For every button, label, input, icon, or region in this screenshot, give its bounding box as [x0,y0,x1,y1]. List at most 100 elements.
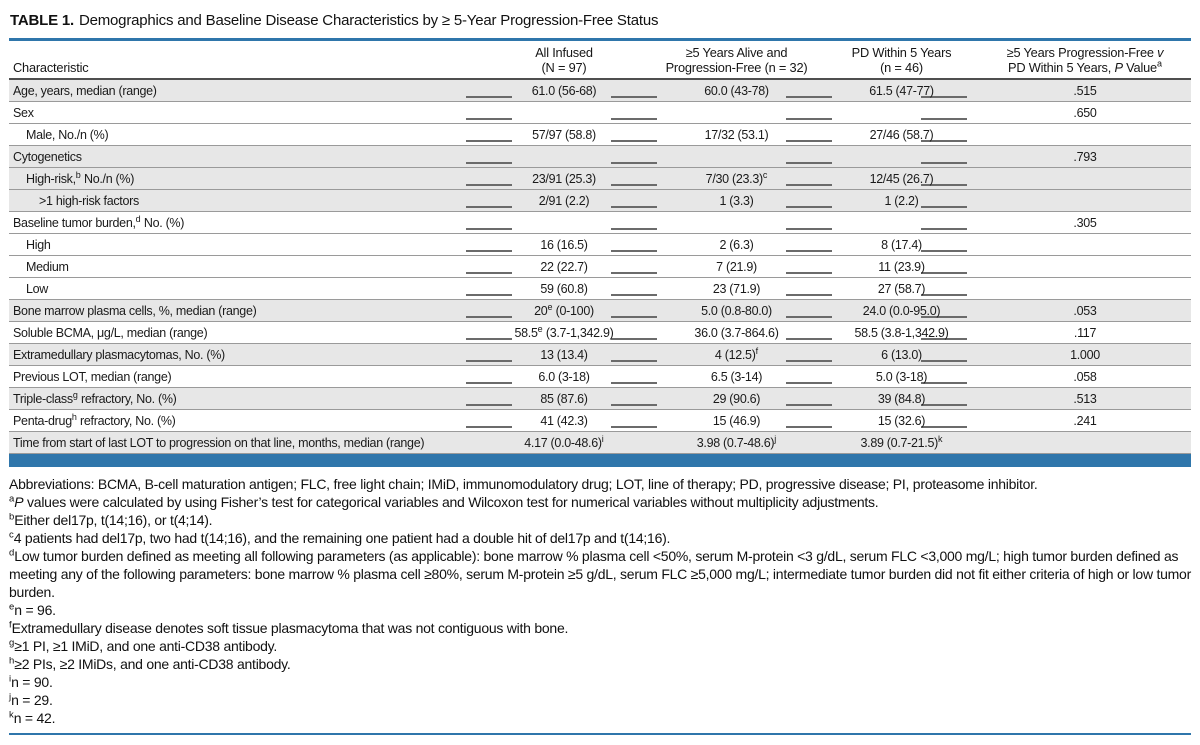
cell-value: .515 [1073,83,1097,98]
table-row: High 16 (16.5) 2 (6.3) 8 (17.4) [9,234,1191,256]
cell-value: .650 [1073,105,1097,120]
cell-value: 61.0 (56-68) [531,83,597,98]
table-row: Previous LOT, median (range) 6.0 (3-18) 6.… [9,366,1191,388]
table-row: Soluble BCMA, μg/L, median (range) 58.5e … [9,322,1191,344]
cell-value: 17/32 (53.1) [704,127,769,142]
cell-value: 2/91 (2.2) [538,193,590,208]
row-label: Cytogenetics [13,149,82,164]
table-row: Medium 22 (22.7) 7 (21.9) 11 (23.9) [9,256,1191,278]
table-row: Bone marrow plasma cells, %, median (ran… [9,300,1191,322]
cell-value: 39 (84.8) [877,391,926,406]
cell-value: 85 (87.6) [540,391,588,406]
cell-value: 6.0 (3-18) [538,369,590,384]
footnote: kn = 42. [9,709,56,726]
table-row: High-risk,b No./n (%) 23/91 (25.3) 7/30 (2… [9,168,1191,190]
cell-value: 7 (21.9) [716,259,757,274]
cell-value: 20e (0-100) [534,301,594,318]
row-label: Low [26,281,49,296]
row-label: Triple-classg refractory, No. (%) [13,389,177,406]
cell-value: 6 (13.0) [881,347,922,362]
cell-value: 22 (22.7) [540,259,588,274]
footnotes: Abbreviations: BCMA, B-cell maturation a… [9,475,1191,727]
table-top-rule [9,38,1191,41]
cell-value: .305 [1073,215,1097,230]
cell-value: 2 (6.3) [719,237,754,252]
cell-value: 6.5 (3-14) [710,369,763,384]
page-bottom-rule [9,733,1191,735]
row-label: High [26,237,51,252]
table-row: Extramedullary plasmacytomas, No. (%) 13 … [9,344,1191,366]
cell-value: 4 (12.5)f [714,345,759,362]
cell-value: 24.0 (0.0-95.0) [862,303,941,318]
footnote: Abbreviations: BCMA, B-cell maturation a… [9,476,1038,492]
cell-value: 3.98 (0.7-48.6)j [696,433,777,450]
cell-value: 16 (16.5) [540,237,588,252]
cell-value: 1 (3.3) [719,193,754,208]
cell-value: 1.000 [1070,347,1100,362]
cell-value: 61.5 (47-77) [869,83,934,98]
row-label: Soluble BCMA, μg/L, median (range) [13,325,208,340]
cell-value: 29 (90.6) [712,391,761,406]
row-label: Sex [13,105,34,120]
cell-value: 27 (58.7) [877,281,926,296]
table-row: Low 59 (60.8) 23 (71.9) 27 (58.7) [9,278,1191,300]
footnote: jn = 29. [9,691,53,708]
table-row: Cytogenetics .793 [9,146,1191,168]
cell-value: 58.5e (3.7-1,342.9) [514,323,614,340]
cell-value: 58.5 (3.8-1,342.9) [854,325,949,340]
cell-value: 7/30 (23.3)c [705,169,768,186]
cell-value: .053 [1073,303,1097,318]
table-row: Baseline tumor burden,d No. (%) .305 [9,212,1191,234]
row-label: Male, No./n (%) [26,127,109,142]
cell-value: 60.0 (43-78) [704,83,769,98]
column-header: ≥5 Years Progression-Free v PD Within 5 Y… [1006,45,1164,75]
cell-value: 59 (60.8) [540,281,588,296]
cell-value: 41 (42.3) [540,413,588,428]
footnote: en = 96. [9,601,56,618]
cell-value: 11 (23.9) [878,259,925,274]
table-bottom-bar [9,454,1191,467]
column-header: ≥5 Years Alive and Progression-Free (n = … [665,45,808,75]
column-header: All Infused (N = 97) [535,45,593,75]
cell-value: .058 [1073,369,1097,384]
column-header-characteristic: Characteristic [13,59,89,75]
cell-value: 8 (17.4) [881,237,922,252]
table-number: TABLE 1. [10,12,74,29]
footnote: c4 patients had del17p, two had t(14;16)… [9,529,671,546]
footnote: in = 90. [9,673,53,690]
row-label: Age, years, median (range) [13,83,157,98]
row-label: High-risk,b No./n (%) [26,169,135,186]
cell-value: 15 (46.9) [712,413,761,428]
cell-value: 15 (32.6) [877,413,926,428]
table-header-row: Characteristic All Infused (N = 97) ≥5 Year… [9,41,1191,80]
table-row: Triple-classg refractory, No. (%) 85 (87.… [9,388,1191,410]
row-label: Previous LOT, median (range) [13,369,172,384]
cell-value: .241 [1073,413,1097,428]
table-body: Age, years, median (range) 61.0 (56-68) 60… [9,80,1191,454]
cell-value: .513 [1073,391,1097,406]
column-header: PD Within 5 Years (n = 46) [851,45,952,75]
table-title: TABLE 1. Demographics and Baseline Diseas… [10,12,1191,29]
table-caption: Demographics and Baseline Disease Charac… [78,12,659,29]
table-row: >1 high-risk factors 2/91 (2.2) 1 (3.3) 1 (… [9,190,1191,212]
cell-value: 1 (2.2) [884,193,919,208]
cell-value: 27/46 (58.7) [869,127,934,142]
cell-value: 5.0 (3-18) [875,369,928,384]
cell-value: 57/97 (58.8) [532,127,596,142]
footnote: dLow tumor burden defined as meeting all… [9,547,1191,600]
table-row: Penta-drugh refractory, No. (%) 41 (42.3)… [9,410,1191,432]
footnote: h≥2 PIs, ≥2 IMiDs, and one anti-CD38 ant… [9,655,291,672]
footnote: g≥1 PI, ≥1 IMiD, and one anti-CD38 antib… [9,637,278,654]
table-row: Sex .650 [9,102,1191,124]
footnote: aP values were calculated by using Fishe… [9,493,879,510]
row-label: Extramedullary plasmacytomas, No. (%) [13,347,225,362]
footnote: bEither del17p, t(14;16), or t(4;14). [9,511,213,528]
cell-value: .793 [1073,149,1097,164]
cell-value: 36.0 (3.7-864.6) [694,325,779,340]
cell-value: 3.89 (0.7-21.5)k [860,433,943,450]
cell-value: 5.0 (0.8-80.0) [701,303,772,318]
row-label: Baseline tumor burden,d No. (%) [13,213,185,230]
table-row: Age, years, median (range) 61.0 (56-68) 60… [9,80,1191,102]
row-label: Medium [26,259,69,274]
